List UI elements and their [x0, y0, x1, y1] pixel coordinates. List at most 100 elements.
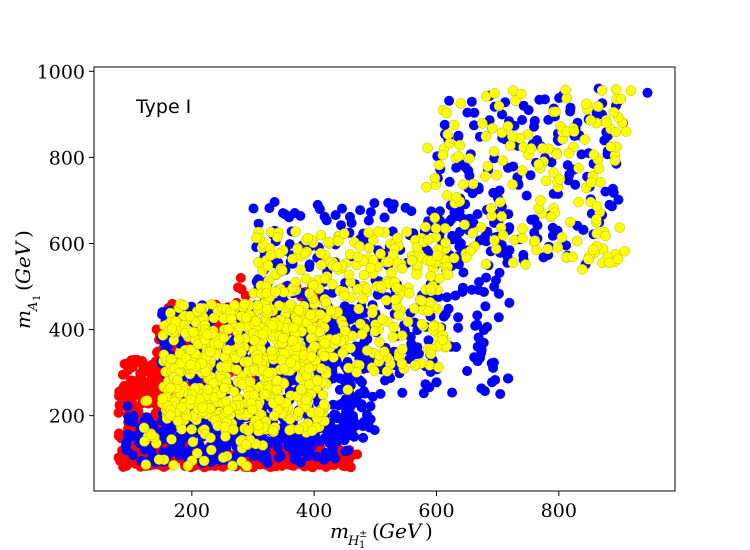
data-point [217, 452, 229, 463]
data-point [494, 196, 506, 208]
data-point [425, 348, 437, 360]
data-point [369, 198, 380, 209]
data-point [439, 119, 450, 130]
data-point [289, 208, 300, 218]
data-point [277, 332, 289, 344]
data-point [610, 84, 622, 95]
data-point [577, 264, 588, 275]
data-point [526, 214, 537, 225]
data-point [280, 209, 291, 220]
data-point [520, 259, 531, 270]
data-point [328, 352, 339, 363]
data-point [505, 140, 516, 151]
data-point [464, 153, 475, 164]
data-point [609, 155, 621, 166]
data-point [159, 427, 170, 438]
data-point [482, 161, 494, 172]
data-point [416, 295, 428, 307]
data-point [600, 186, 611, 197]
data-point [614, 222, 625, 233]
data-point [185, 344, 196, 355]
svg-text:): ) [11, 230, 35, 238]
data-point [326, 279, 338, 290]
data-point [345, 314, 356, 325]
data-point [532, 135, 543, 146]
data-point [295, 264, 306, 276]
data-point [248, 335, 260, 346]
data-point [601, 117, 612, 129]
data-point [462, 107, 473, 118]
data-point [275, 450, 286, 461]
data-point [475, 352, 485, 363]
data-point [139, 415, 150, 425]
data-point [222, 404, 234, 416]
data-point [453, 130, 464, 141]
data-point [429, 212, 441, 223]
data-point [517, 223, 528, 234]
data-point [578, 224, 589, 235]
data-point [146, 429, 157, 441]
data-point [318, 398, 330, 410]
data-point [140, 459, 152, 470]
data-point [339, 325, 351, 337]
data-point [604, 257, 615, 269]
data-point [268, 410, 280, 422]
data-point [547, 222, 558, 233]
data-point [457, 286, 468, 297]
data-point [285, 299, 296, 310]
data-point [568, 126, 580, 137]
data-point [554, 174, 566, 185]
svg-text:m: m [11, 310, 35, 329]
x-tick-label: 400 [296, 500, 332, 522]
data-point [330, 433, 341, 444]
data-point [489, 88, 500, 99]
data-point [242, 425, 254, 436]
data-point [429, 172, 441, 184]
data-point [485, 203, 497, 214]
data-point [204, 346, 216, 358]
data-point [208, 312, 220, 324]
data-point [267, 320, 279, 331]
data-point [489, 234, 500, 246]
data-point [470, 320, 481, 331]
data-point [473, 341, 484, 352]
data-point [253, 420, 264, 431]
data-point [437, 334, 448, 346]
data-point [425, 271, 437, 282]
data-point [564, 169, 575, 180]
svg-text:): ) [425, 519, 433, 543]
data-point [540, 175, 552, 187]
data-point [619, 245, 630, 257]
data-point [290, 276, 301, 288]
data-point [477, 118, 488, 129]
data-point [166, 434, 177, 445]
data-point [595, 177, 606, 188]
data-point [432, 250, 443, 261]
data-point [548, 167, 559, 178]
data-point [390, 294, 401, 306]
data-point [561, 240, 572, 251]
data-point [293, 406, 305, 417]
data-point [221, 344, 233, 356]
data-point [487, 123, 498, 134]
data-point [396, 263, 408, 274]
data-point [345, 211, 355, 222]
data-point [241, 460, 253, 472]
data-point [455, 238, 466, 249]
data-point [368, 365, 380, 377]
data-point [491, 169, 502, 181]
data-point [198, 455, 210, 467]
data-point [379, 346, 390, 357]
data-point [339, 428, 350, 439]
data-point [535, 195, 546, 206]
data-point [539, 94, 550, 105]
data-point [504, 297, 515, 308]
data-point [265, 250, 276, 261]
data-point [529, 235, 541, 246]
svg-text:m: m [330, 519, 349, 543]
data-point [323, 236, 334, 248]
data-point [434, 159, 445, 171]
data-point [306, 351, 317, 362]
data-point [442, 269, 454, 280]
data-point [354, 241, 365, 252]
